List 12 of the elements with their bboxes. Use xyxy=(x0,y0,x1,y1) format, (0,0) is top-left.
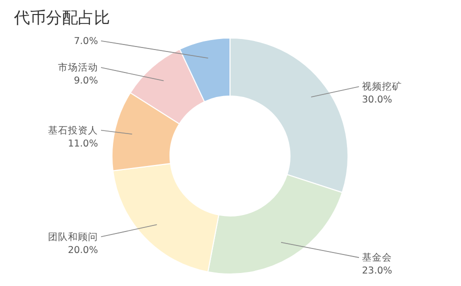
slice-label: 基金会 xyxy=(362,252,392,264)
data-label: 7.0% xyxy=(74,36,98,47)
slice-label: 市场活动 xyxy=(58,61,98,74)
data-label: 23.0% xyxy=(362,266,392,277)
slice-label: 基石投资人 xyxy=(48,124,98,136)
slice-label: 团队和顾问 xyxy=(48,230,98,243)
data-label: 20.0% xyxy=(68,244,98,256)
chart-title: 代币分配占比 xyxy=(13,8,110,27)
data-label: 11.0% xyxy=(68,138,98,150)
data-label: 9.0% xyxy=(74,75,98,86)
data-label: 30.0% xyxy=(362,94,392,106)
slice-label: 视频挖矿 xyxy=(362,80,402,93)
